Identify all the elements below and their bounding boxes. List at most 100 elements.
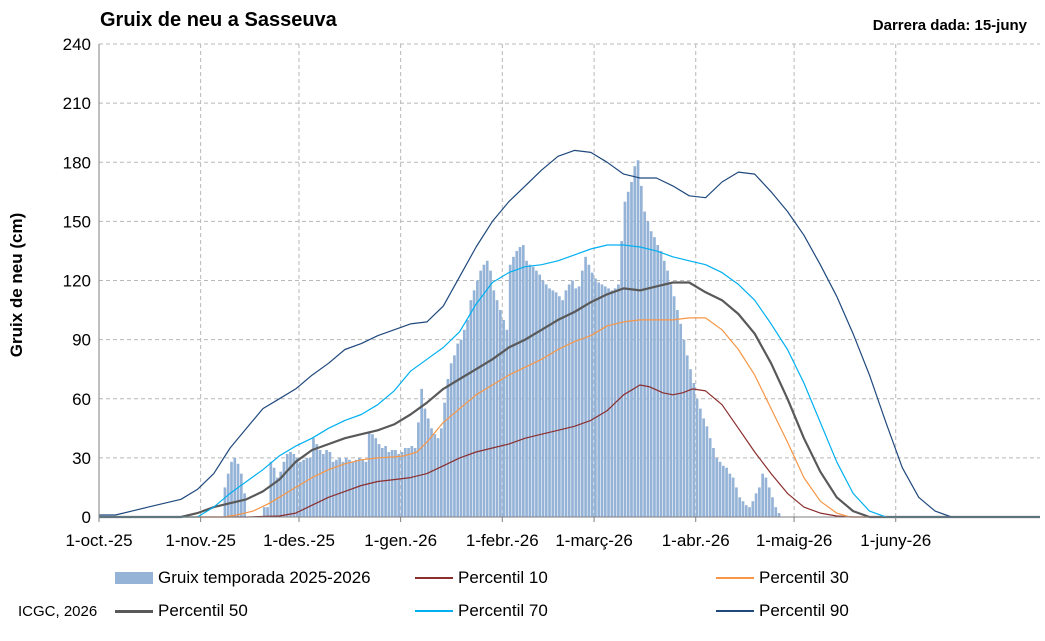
snow-depth-bar [285,453,289,517]
snow-depth-bar [548,288,551,517]
snow-depth-bar [741,501,745,517]
snow-depth-bar [702,418,705,517]
snow-depth-bar [771,497,774,517]
percentile-line-1 [99,384,1040,518]
snow-depth-bar [456,343,460,517]
snow-depth-bar [262,507,266,517]
snow-depth-bar [236,463,240,517]
y-tick-label: 120 [63,272,91,291]
snow-depth-bar [538,274,542,517]
y-tick-label: 90 [72,331,91,350]
snow-depth-bar [718,461,722,517]
percentile-line-2 [99,317,1040,518]
snow-depth-bar [344,457,348,517]
snow-depth-bar [295,457,299,517]
snow-depth-bar [669,284,673,517]
y-tick-label: 180 [63,153,91,172]
x-tick-label: 1-oct.-25 [65,531,132,550]
snow-depth-bar [233,457,237,517]
x-tick-label: 1-des.-25 [263,531,335,550]
snow-depth-bar [764,477,768,517]
y-tick-label: 0 [82,508,91,527]
snow-depth-bar [646,221,650,517]
snow-depth-bar [269,461,273,517]
snow-depth-bar [544,284,548,517]
percentile-line-4 [99,244,1040,518]
snow-depth-bar [679,323,683,517]
snow-depth-bar [699,408,702,517]
snow-depth-bar [535,270,538,517]
snow-depth-bar [774,507,778,517]
snow-depth-bar [292,453,296,517]
snow-depth-bar [580,270,584,517]
snow-depth-bar [685,355,689,517]
snow-depth-bar [597,282,601,517]
x-tick-label: 1-juny-26 [860,531,931,550]
lines-layer [99,149,1040,519]
axes-layer: 0 30 60 90 120 150 180 210 240 1-oct.-25 1-nov.-25… [63,35,1040,550]
snow-depth-bar [430,428,433,517]
snow-depth-bar [403,448,407,517]
legend-swatch-p70 [415,610,453,612]
x-tick-label: 1-març-26 [555,531,632,550]
snow-depth-bar [374,438,378,517]
snow-depth-bar [413,448,417,517]
snow-depth-bar [239,473,243,517]
snow-depth-bar [407,448,410,517]
snow-depth-bar [479,270,483,517]
snow-depth-bar [735,487,738,517]
snow-depth-bar [449,363,453,517]
snow-depth-bar [420,388,423,517]
snow-depth-bar [276,477,279,517]
snow-depth-bar [377,444,381,517]
snow-depth-bar [289,451,292,517]
snow-depth-bar [361,459,364,517]
snow-depth-bar [482,264,486,517]
snow-depth-bar [551,290,555,517]
snow-depth-bar [672,296,676,517]
snow-depth-bar [459,339,463,517]
snow-depth-bar [636,160,640,517]
snow-depth-bar [731,477,735,517]
snow-depth-bar [302,459,305,517]
snow-depth-bar [367,432,371,517]
y-tick-label: 150 [63,212,91,231]
snow-depth-bar [308,457,312,517]
snow-depth-bar [738,497,742,517]
snow-depth-bar [649,231,653,517]
snow-depth-bar [299,461,302,517]
snow-depth-bar [708,438,712,517]
snow-depth-bar [472,290,476,517]
x-tick-label: 1-gen.-26 [364,531,437,550]
legend-item-p70: Percentil 70 [415,601,548,621]
snow-depth-bar [321,453,325,517]
snow-depth-bar [761,473,764,517]
snow-depth-bar [715,457,719,517]
snow-depth-bar [331,461,335,517]
snow-depth-bar [541,280,545,517]
snow-depth-bar [653,237,656,517]
snow-depth-bar [335,459,338,517]
snow-depth-bar [751,501,755,517]
last-data-date: Darrera dada: 15-juny [872,17,1027,34]
snow-depth-bar [607,288,610,517]
legend-label-p70: Percentil 70 [458,601,548,620]
snow-depth-bar [754,493,758,517]
snow-depth-bar [528,264,532,517]
legend-item-p50: Percentil 50 [115,601,248,621]
snow-depth-bar [512,256,515,517]
snow-depth-bar [777,513,781,517]
legend-item-p90: Percentil 90 [716,601,849,621]
snow-depth-bar [594,278,597,517]
percentile-line-3 [99,281,1040,519]
snow-depth-bar [230,461,233,517]
snow-depth-bar [328,451,332,517]
snow-depth-bar [689,369,692,517]
snow-depth-bar [515,250,519,517]
snow-depth-bar [466,319,469,517]
snow-depth-bar [341,461,345,517]
snow-depth-bar [617,284,620,517]
snow-depth-bar [728,473,732,517]
snow-depth-bar [279,471,283,517]
snow-depth-bar [758,487,761,517]
